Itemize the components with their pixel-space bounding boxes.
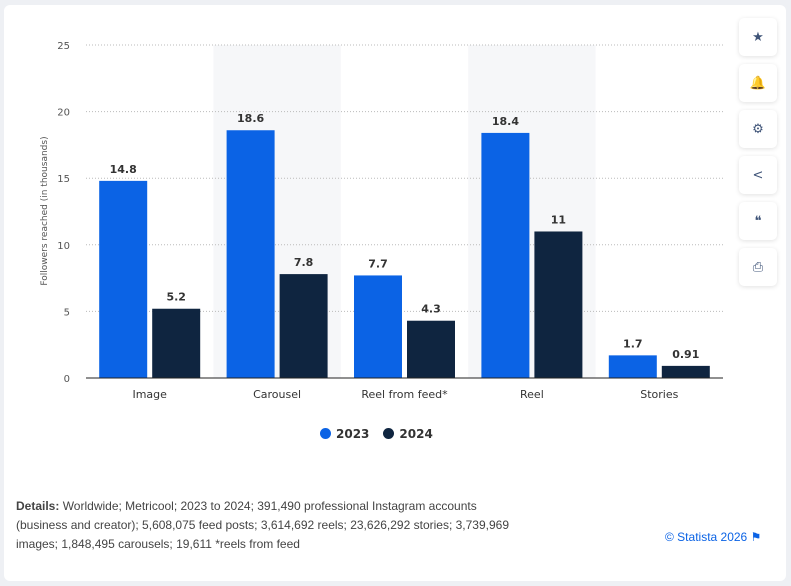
- y-tick-label: 25: [57, 41, 70, 52]
- share-icon: <: [752, 167, 764, 183]
- flag-icon: ⚑: [750, 530, 762, 544]
- details-text: Details: Worldwide; Metricool; 2023 to 2…: [16, 499, 510, 551]
- data-label: 18.4: [492, 115, 519, 128]
- bar-2024[interactable]: [534, 231, 583, 378]
- bar-2023[interactable]: [354, 275, 402, 378]
- y-tick-label: 5: [64, 307, 70, 318]
- x-tick-label: Image: [132, 388, 167, 401]
- x-tick-label: Reel: [520, 388, 544, 401]
- gear-icon: ⚙: [752, 121, 764, 137]
- bar-2024[interactable]: [407, 320, 455, 378]
- print-button[interactable]: ⎙: [739, 248, 777, 286]
- star-button[interactable]: ★: [739, 18, 777, 56]
- quote-icon: ❝: [754, 213, 762, 229]
- quote-button[interactable]: ❝: [739, 202, 777, 240]
- x-tick-label: Carousel: [253, 388, 301, 401]
- x-tick-label: Stories: [640, 388, 678, 401]
- bar-2024[interactable]: [279, 274, 328, 378]
- y-tick-label: 0: [64, 374, 70, 385]
- legend-item-2023[interactable]: 2023: [320, 427, 369, 441]
- copyright-link[interactable]: © Statista 2026 ⚑: [665, 530, 762, 544]
- y-tick-label: 15: [57, 174, 70, 185]
- data-label: 11: [551, 213, 566, 226]
- data-label: 1.7: [623, 337, 643, 350]
- share-button[interactable]: <: [739, 156, 777, 194]
- x-tick-label: Reel from feed*: [361, 388, 448, 401]
- bar-2024[interactable]: [152, 308, 201, 378]
- data-label: 0.91: [672, 348, 699, 361]
- data-label: 18.6: [237, 112, 264, 125]
- legend-item-2024[interactable]: 2024: [383, 427, 433, 441]
- y-tick-label: 20: [57, 108, 70, 119]
- bell-button[interactable]: 🔔: [739, 64, 777, 102]
- bar-2023[interactable]: [481, 132, 530, 378]
- gear-button[interactable]: ⚙: [739, 110, 777, 148]
- y-tick-label: 10: [57, 241, 70, 252]
- y-axis-label: Followers reached (in thousands): [40, 136, 50, 285]
- bell-icon: 🔔: [749, 75, 767, 91]
- print-icon: ⎙: [752, 259, 764, 275]
- star-icon: ★: [752, 29, 764, 45]
- data-label: 7.8: [294, 256, 314, 269]
- legend: 2023 2024: [320, 427, 433, 441]
- data-label: 7.7: [368, 257, 388, 270]
- bar-2023[interactable]: [608, 355, 657, 378]
- data-label: 4.3: [421, 303, 441, 316]
- data-label: 14.8: [110, 163, 137, 176]
- bar-2023[interactable]: [226, 130, 275, 378]
- bar-2023[interactable]: [99, 180, 148, 378]
- data-label: 5.2: [166, 291, 186, 304]
- bar-2024[interactable]: [661, 365, 710, 378]
